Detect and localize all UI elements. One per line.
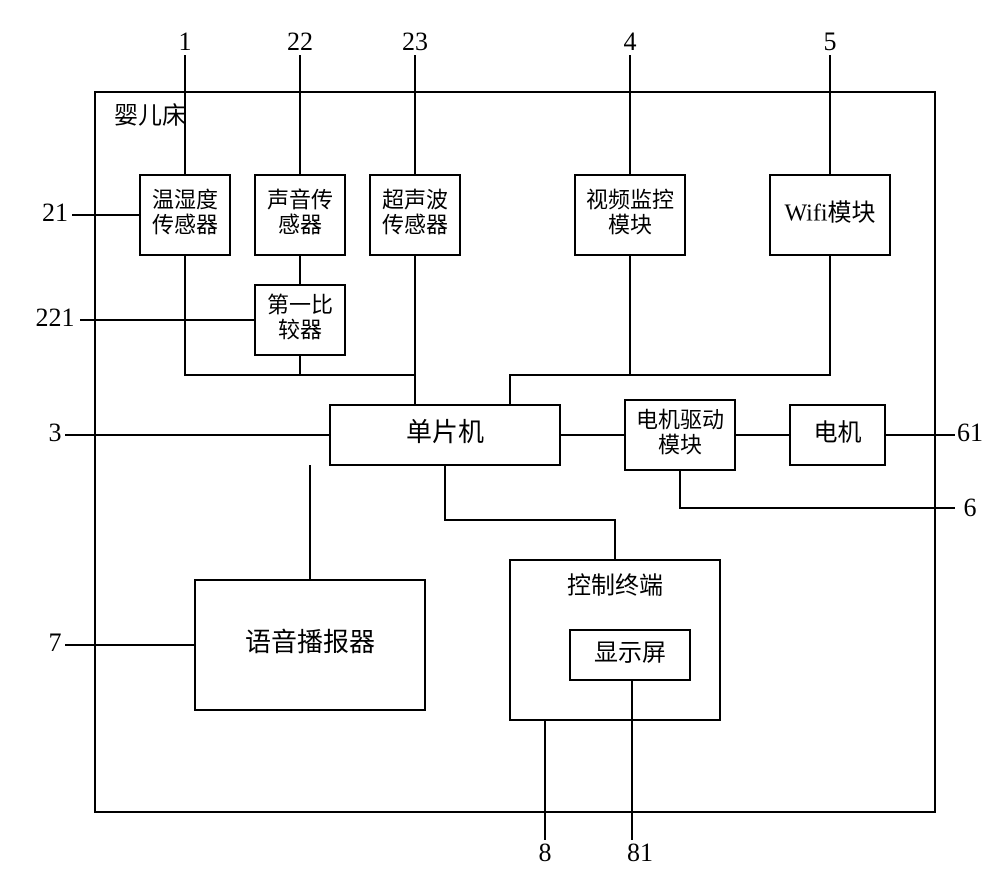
temp-humidity-sensor-box-label: 温湿度传感器 [152, 187, 218, 237]
ref-7: 7 [49, 628, 62, 657]
sound-sensor-box-label-line: 感器 [278, 213, 322, 238]
ultrasonic-sensor-box-label-line: 超声波 [382, 187, 448, 212]
video-monitor-box-label-line: 模块 [608, 213, 652, 238]
ultrasonic-sensor-box-label-line: 传感器 [382, 213, 448, 238]
temp-humidity-sensor-box-label-line: 传感器 [152, 213, 218, 238]
first-comparator-box-label-line: 较器 [278, 318, 322, 343]
outer-title: 婴儿床 [114, 103, 186, 130]
ref-3: 3 [49, 418, 62, 447]
ref-22: 22 [287, 27, 313, 56]
wifi-module-box-label: Wifi模块 [784, 200, 875, 227]
motor-box-label: 电机 [814, 420, 862, 447]
motor-driver-box-label-line: 模块 [658, 433, 702, 458]
ref-8: 8 [539, 838, 552, 867]
ref-6: 6 [964, 493, 977, 522]
motor-box-label-line: 电机 [814, 420, 862, 447]
ref-221: 221 [36, 303, 75, 332]
motor-driver-box-label-line: 电机驱动 [636, 407, 724, 432]
display-label: 显示屏 [594, 641, 666, 667]
first-comparator-box-label-line: 第一比 [267, 292, 333, 317]
ref-5: 5 [824, 27, 837, 56]
ref-4: 4 [624, 27, 637, 56]
temp-humidity-sensor-box-label-line: 温湿度 [152, 187, 218, 212]
control-terminal-title: 控制终端 [567, 573, 663, 600]
wifi-module-box-label-line: Wifi模块 [784, 200, 875, 227]
voice-announcer-box-label: 语音播报器 [245, 628, 375, 657]
mcu-box-label-line: 单片机 [406, 418, 484, 447]
ref-23: 23 [402, 27, 428, 56]
ref-1: 1 [179, 27, 192, 56]
video-monitor-box-label-line: 视频监控 [586, 187, 674, 212]
ref-21: 21 [42, 198, 68, 227]
display-label-line: 显示屏 [594, 641, 666, 667]
sound-sensor-box-label-line: 声音传 [267, 187, 333, 212]
ref-61: 61 [957, 418, 983, 447]
ref-81: 81 [627, 838, 653, 867]
mcu-box-label: 单片机 [406, 418, 484, 447]
ultrasonic-sensor-box-label: 超声波传感器 [382, 187, 448, 237]
voice-announcer-box-label-line: 语音播报器 [245, 628, 375, 657]
